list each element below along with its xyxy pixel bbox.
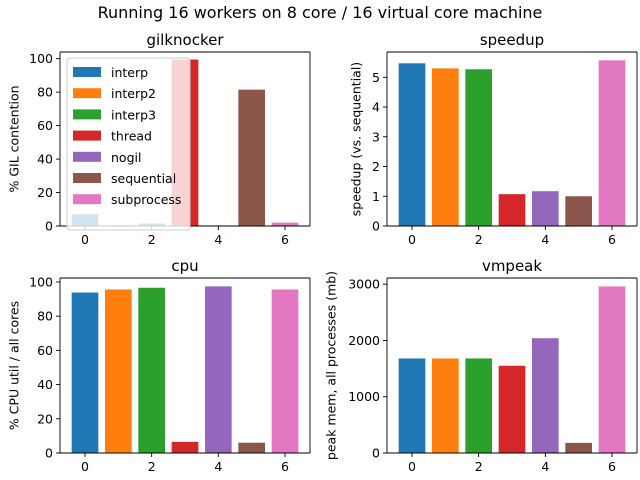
- bar-cpu-2: [138, 287, 165, 453]
- ytick-label-gilknocker-20: 20: [37, 185, 53, 200]
- xtick-label-vmpeak-2: 2: [475, 459, 483, 474]
- ytick-label-vmpeak-1000: 1000: [348, 389, 380, 404]
- legend-swatch-interp: [73, 67, 101, 77]
- legend-label-interp3: interp3: [111, 107, 156, 122]
- xtick-label-gilknocker-4: 4: [214, 232, 222, 247]
- ytick-label-speedup-4: 4: [372, 100, 380, 115]
- bar-gilknocker-6: [271, 222, 299, 226]
- xtick-label-cpu-4: 4: [214, 459, 222, 474]
- legend-swatch-interp3: [73, 109, 101, 120]
- title-gilknocker: gilknocker: [146, 31, 224, 49]
- ytick-label-vmpeak-0: 0: [372, 446, 380, 461]
- xtick-label-cpu-6: 6: [281, 459, 289, 474]
- ytick-label-cpu-100: 100: [29, 274, 53, 289]
- legend-label-thread: thread: [111, 129, 152, 144]
- ytick-label-gilknocker-100: 100: [29, 51, 53, 66]
- bar-speedup-4: [532, 191, 559, 226]
- xtick-label-cpu-2: 2: [148, 459, 156, 474]
- bar-speedup-2: [465, 69, 492, 226]
- ytick-label-cpu-0: 0: [45, 446, 53, 461]
- title-vmpeak: vmpeak: [482, 257, 542, 275]
- ytick-label-vmpeak-2000: 2000: [348, 333, 380, 348]
- bar-vmpeak-0: [398, 358, 426, 453]
- ytick-label-speedup-1: 1: [372, 189, 380, 204]
- xtick-label-speedup-4: 4: [541, 232, 549, 247]
- xtick-label-gilknocker-2: 2: [148, 232, 156, 247]
- ytick-label-gilknocker-60: 60: [37, 118, 53, 133]
- bar-cpu-6: [271, 289, 299, 453]
- bar-speedup-5: [565, 196, 592, 226]
- bar-cpu-1: [105, 289, 132, 453]
- xtick-label-gilknocker-6: 6: [281, 232, 289, 247]
- ytick-label-gilknocker-40: 40: [37, 152, 53, 167]
- xtick-label-vmpeak-6: 6: [608, 459, 616, 474]
- bar-speedup-1: [432, 68, 459, 226]
- title-speedup: speedup: [480, 31, 544, 49]
- bar-vmpeak-5: [565, 442, 592, 453]
- legend-frame: [66, 57, 191, 231]
- bar-speedup-6: [598, 60, 626, 226]
- legend-swatch-subprocess: [73, 194, 101, 205]
- bar-cpu-0: [71, 292, 99, 453]
- subplot-speedup: 0 2 4 6 0 1 2 3 4 5 speedup speedup (vs. sequential…: [349, 31, 638, 247]
- bar-speedup-3: [498, 194, 526, 226]
- ytick-label-cpu-40: 40: [37, 377, 53, 392]
- xtick-label-gilknocker-0: 0: [81, 232, 89, 247]
- ylabel-speedup: speedup (vs. sequential): [349, 62, 364, 216]
- ylabel-vmpeak: peak mem, all processes (mb): [324, 271, 339, 460]
- xtick-label-cpu-0: 0: [81, 459, 89, 474]
- bar-vmpeak-4: [532, 338, 559, 453]
- ylabel-gilknocker: % GIL contention: [7, 85, 22, 192]
- bar-vmpeak-3: [498, 365, 526, 453]
- legend-swatch-nogil: [73, 151, 101, 162]
- legend: interp interp2 interp3 thread nogil sequentia…: [66, 57, 191, 231]
- ytick-label-cpu-20: 20: [37, 411, 53, 426]
- ytick-label-speedup-3: 3: [372, 129, 380, 144]
- ytick-label-speedup-5: 5: [372, 70, 380, 85]
- legend-label-nogil: nogil: [111, 150, 141, 165]
- legend-swatch-sequential: [73, 173, 101, 183]
- title-cpu: cpu: [171, 257, 198, 275]
- xtick-label-speedup-6: 6: [608, 232, 616, 247]
- ytick-label-speedup-2: 2: [372, 159, 380, 174]
- ytick-label-cpu-80: 80: [37, 309, 53, 324]
- bar-speedup-0: [398, 63, 426, 226]
- bar-vmpeak-6: [598, 286, 626, 453]
- bar-cpu-5: [238, 442, 265, 453]
- figure-suptitle: Running 16 workers on 8 core / 16 virtua…: [98, 3, 543, 22]
- legend-swatch-thread: [73, 130, 101, 141]
- legend-label-interp2: interp2: [111, 86, 156, 101]
- bar-vmpeak-2: [465, 358, 492, 453]
- subplot-vmpeak: 0 2 4 6 0 1000 2000 3000 vmpeak peak mem, all pro…: [324, 257, 638, 474]
- xtick-label-speedup-0: 0: [408, 232, 416, 247]
- xtick-label-vmpeak-0: 0: [408, 459, 416, 474]
- bar-cpu-3: [171, 441, 199, 453]
- ytick-label-speedup-0: 0: [372, 219, 380, 234]
- ytick-label-vmpeak-3000: 3000: [348, 277, 380, 292]
- legend-label-sequential: sequential: [111, 171, 176, 186]
- legend-label-interp: interp: [111, 65, 148, 80]
- legend-swatch-interp2: [73, 88, 101, 99]
- legend-label-subprocess: subprocess: [111, 192, 181, 207]
- ylabel-cpu: % CPU util / all cores: [7, 301, 22, 430]
- xtick-label-speedup-2: 2: [475, 232, 483, 247]
- bar-vmpeak-1: [432, 358, 459, 453]
- ytick-label-cpu-60: 60: [37, 343, 53, 358]
- bar-gilknocker-5: [238, 89, 265, 226]
- xtick-label-vmpeak-4: 4: [541, 459, 549, 474]
- ytick-label-gilknocker-80: 80: [37, 85, 53, 100]
- ytick-label-gilknocker-0: 0: [45, 219, 53, 234]
- bar-cpu-4: [205, 286, 232, 453]
